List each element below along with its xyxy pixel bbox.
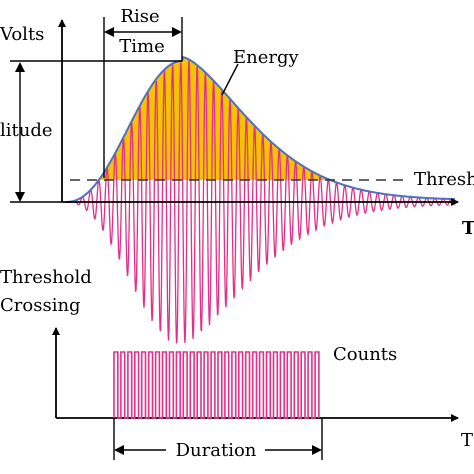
rise-label: Rise (120, 6, 159, 27)
time-axis-label-bottom: T (461, 430, 473, 451)
time-label: Time (119, 36, 164, 57)
amplitude-arrowhead-down (15, 192, 25, 202)
energy-label: Energy (233, 47, 300, 68)
duration-arrowhead-right (312, 445, 322, 455)
rise-time-arrowhead-left (104, 27, 114, 37)
threshold-label: Thresh (414, 169, 474, 190)
energy-pointer (221, 63, 239, 96)
volts-label: Volts (0, 24, 44, 45)
counts-label: Counts (333, 344, 397, 365)
amplitude-arrowhead-up (15, 62, 25, 72)
energy-envelope-curve (66, 55, 455, 203)
duration-arrowhead-left (114, 445, 124, 455)
time-axis-label-top: T (462, 218, 474, 239)
rise-time-arrowhead-right (172, 27, 182, 37)
waveform-signal (66, 59, 456, 344)
counts-pulse-train (113, 351, 320, 419)
threshold-crossing-label-2: Crossing (0, 295, 81, 316)
threshold-crossing-label-1: Threshold (0, 267, 92, 288)
amplitude-label: litude (0, 120, 53, 141)
duration-label: Duration (176, 440, 257, 461)
